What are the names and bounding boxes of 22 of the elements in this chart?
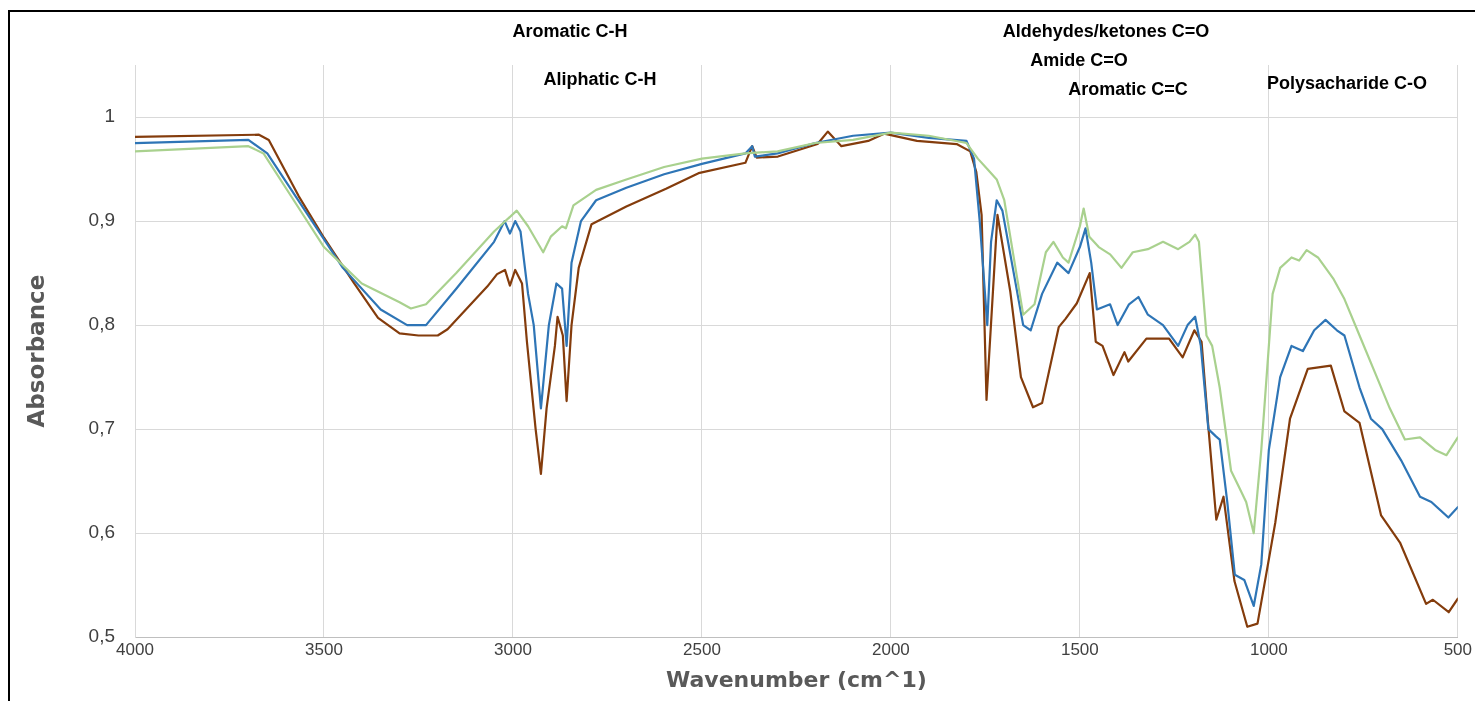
annotation: Aliphatic C-H <box>543 68 657 89</box>
text: Aromatic C-H <box>512 20 628 41</box>
text: Aldehydes/ketones C=O <box>1002 20 1210 41</box>
y-tick-label: 0,6 <box>88 521 115 543</box>
x-tick-label: 500 <box>1443 640 1473 660</box>
x-tick-label: 3500 <box>305 640 343 660</box>
annotation: Aromatic C=C <box>1068 78 1188 99</box>
y-tick-label: 0,5 <box>88 625 115 647</box>
y-tick-label: 0,7 <box>88 417 115 439</box>
annotation: Amide C=O <box>1030 49 1128 70</box>
y-axis-title: Absorbance <box>22 274 49 428</box>
x-tick-label: 2500 <box>683 640 721 660</box>
x-tick-label: 1000 <box>1249 640 1288 660</box>
x-tick-label: 1500 <box>1060 640 1099 660</box>
x-axis-title: Wavenumber (cm^1) <box>665 666 927 692</box>
x-tick-label: 4000 <box>116 640 154 660</box>
annotation: Polysacharide C-O <box>1266 72 1428 93</box>
y-tick-label: 0,9 <box>88 209 115 231</box>
x-tick-label: 2000 <box>871 640 910 660</box>
x-tick-label: 3000 <box>494 640 532 660</box>
y-tick-label: 0,8 <box>88 313 115 335</box>
y-tick-label: 1 <box>104 105 115 127</box>
